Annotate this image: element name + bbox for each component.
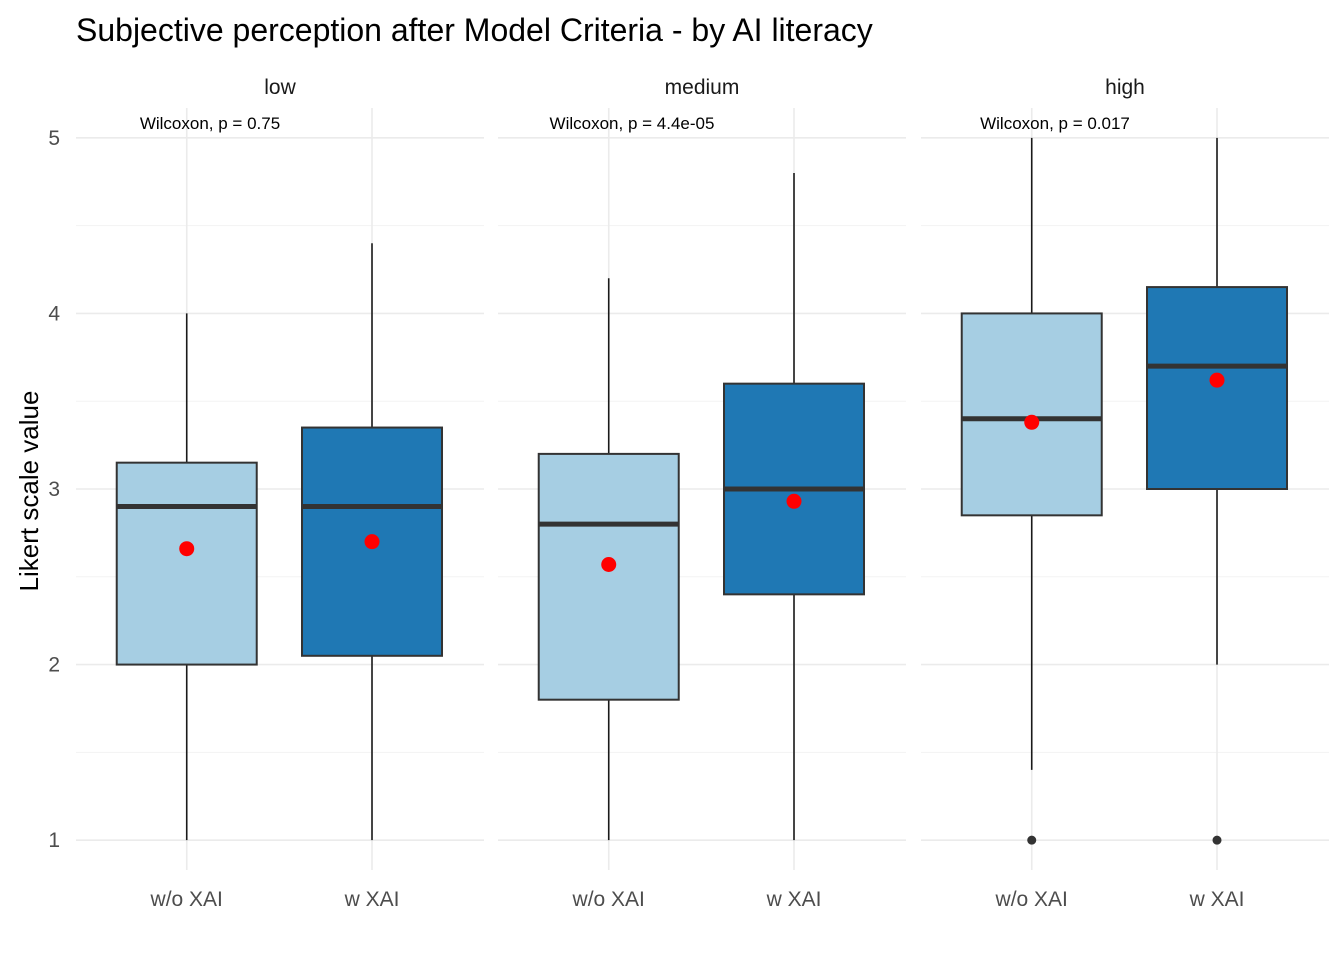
facet-label-high: high — [1105, 76, 1145, 99]
y-tick-label: 1 — [48, 829, 60, 852]
y-tick-label: 4 — [48, 302, 60, 325]
x-tick-label: w/o XAI — [995, 888, 1068, 911]
box-iqr — [960, 312, 1103, 517]
outlier-point — [1212, 835, 1222, 845]
y-tick-label: 5 — [48, 127, 60, 150]
mean-point — [786, 493, 802, 509]
x-tick-label: w XAI — [1189, 888, 1245, 911]
box-iqr — [1146, 286, 1289, 490]
facet-label-medium: medium — [665, 76, 740, 99]
mean-point — [1024, 414, 1040, 430]
wilcoxon-annotation: Wilcoxon, p = 4.4e-05 — [550, 114, 715, 133]
wilcoxon-annotation: Wilcoxon, p = 0.017 — [980, 114, 1130, 133]
y-tick-label: 3 — [48, 478, 60, 501]
x-tick-label: w XAI — [766, 888, 822, 911]
mean-point — [179, 541, 195, 557]
y-axis-label: Likert scale value — [14, 391, 44, 592]
mean-point — [364, 534, 380, 550]
y-tick-label: 2 — [48, 654, 60, 677]
facet-label-low: low — [264, 76, 296, 99]
plot-layer: 1 2 3 4 5 low Wilcoxon, p = 0.75 w/o XAI w XAI me… — [48, 76, 1329, 911]
wilcoxon-annotation: Wilcoxon, p = 0.75 — [140, 114, 280, 133]
x-tick-label: w XAI — [344, 888, 400, 911]
box-iqr — [537, 452, 680, 701]
box-iqr — [115, 461, 258, 666]
mean-point — [601, 556, 617, 572]
x-tick-label: w/o XAI — [150, 888, 223, 911]
outlier-point — [1027, 835, 1037, 845]
chart-title: Subjective perception after Model Criter… — [76, 12, 873, 48]
x-tick-label: w/o XAI — [572, 888, 645, 911]
mean-point — [1209, 372, 1225, 388]
